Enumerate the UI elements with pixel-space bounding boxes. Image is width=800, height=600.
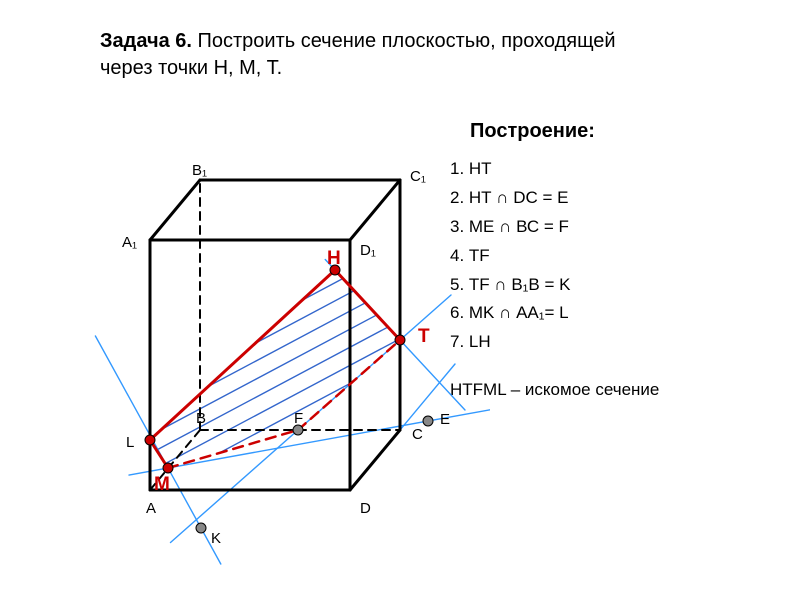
title-prefix: Задача 6.: [100, 30, 192, 52]
problem-title: Задача 6. Построить сечение плоскостью, …: [100, 28, 660, 82]
geometry-diagram: [70, 140, 490, 580]
